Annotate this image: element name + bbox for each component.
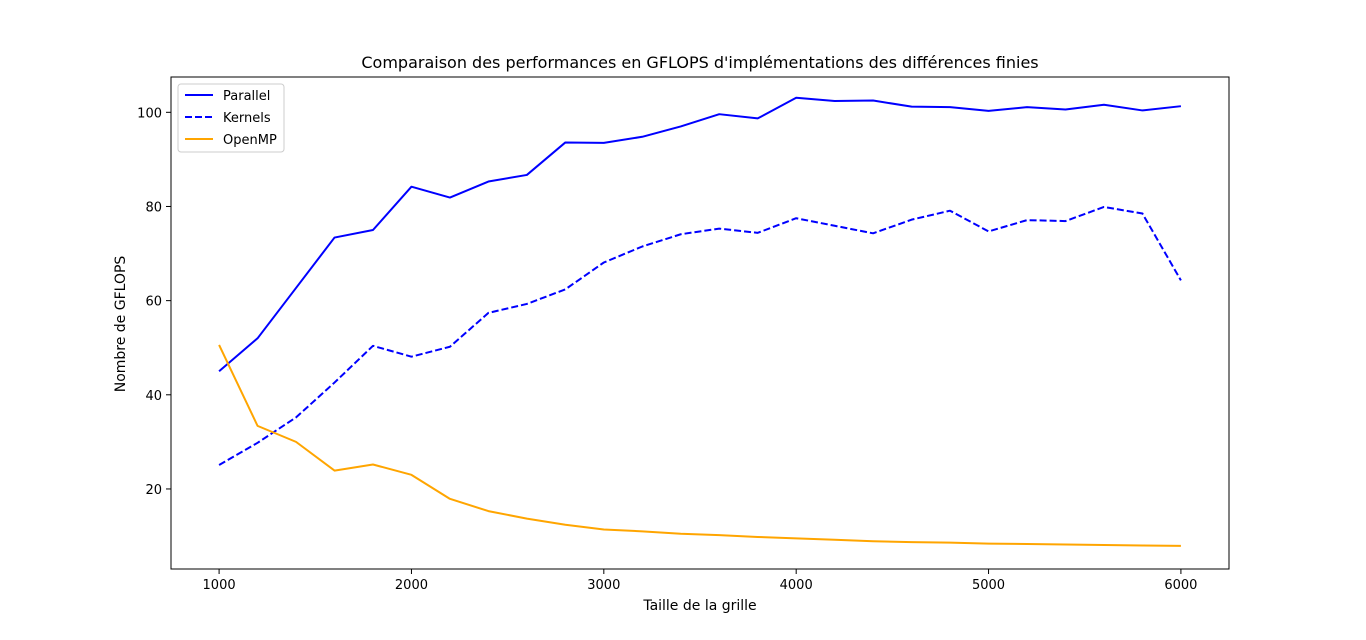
legend-label-openmp: OpenMP [223, 133, 277, 148]
y-axis-label: Nombre de GFLOPS [113, 256, 129, 393]
series-line-openmp [218, 344, 1181, 547]
y-tick-label: 40 [145, 389, 162, 404]
x-tick-label: 2000 [395, 578, 428, 593]
y-tick-label: 80 [145, 200, 162, 215]
series-line-kernels [218, 205, 1182, 466]
series-line-parallel [218, 96, 1182, 373]
x-axis-label: Taille de la grille [642, 598, 756, 614]
legend-label-parallel: Parallel [223, 89, 270, 104]
plot-frame [170, 76, 1230, 570]
y-tick-label: 100 [137, 106, 162, 121]
chart-title: Comparaison des performances en GFLOPS d… [361, 53, 1038, 72]
legend-box [177, 83, 285, 153]
plot-area [218, 96, 1182, 547]
legend: Parallel Kernels OpenMP [177, 83, 285, 153]
y-tick-label: 20 [145, 483, 162, 498]
x-tick-label: 1000 [203, 578, 236, 593]
x-axis-ticks: 1000 2000 3000 4000 5000 6000 [203, 569, 1197, 593]
x-tick-label: 4000 [780, 578, 813, 593]
x-tick-label: 5000 [972, 578, 1005, 593]
x-tick-label: 3000 [587, 578, 620, 593]
y-axis-ticks: 20 40 60 80 100 [137, 106, 171, 498]
y-tick-label: 60 [145, 295, 162, 310]
x-tick-label: 6000 [1164, 578, 1197, 593]
legend-label-kernels: Kernels [223, 111, 271, 126]
